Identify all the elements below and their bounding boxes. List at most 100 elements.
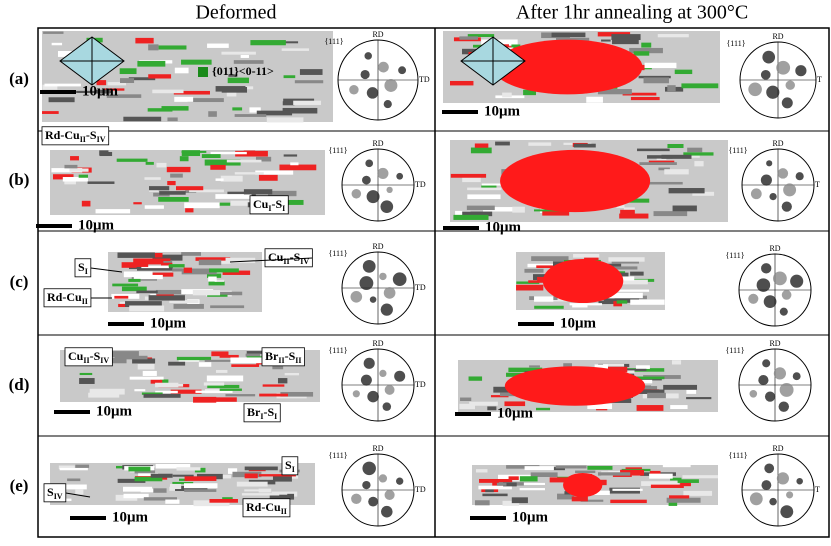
scale-label: 10μm [512, 509, 549, 525]
annotation-text: -S [90, 349, 101, 363]
grain [82, 201, 91, 207]
grain [96, 209, 131, 213]
grain [99, 150, 108, 155]
grain [647, 393, 666, 398]
grain [482, 494, 507, 497]
grain [556, 466, 587, 469]
scale-bar [455, 412, 491, 416]
pole-rd: RD [372, 139, 383, 148]
grain [184, 489, 216, 492]
pole-cluster [396, 478, 403, 485]
grain [209, 268, 239, 272]
grain [525, 466, 554, 470]
grain [601, 40, 611, 42]
pole-cluster [394, 371, 405, 382]
pole-plane: {111} [725, 251, 744, 260]
grain [231, 201, 251, 206]
grain [520, 488, 545, 490]
annotation-subscript: I [85, 267, 88, 276]
grain [534, 296, 553, 301]
grain [155, 383, 178, 388]
grain [148, 108, 173, 111]
pole-cluster [796, 172, 804, 180]
grain [149, 295, 185, 300]
pole-plane: {111} [328, 146, 347, 155]
grain [146, 162, 154, 165]
scale-label: 10μm [96, 403, 133, 419]
grain [534, 306, 564, 309]
scale-bar [108, 322, 144, 326]
pole-rd: RD [372, 242, 383, 251]
grain [667, 144, 683, 148]
grain [199, 362, 211, 367]
recrystallized-grain [500, 150, 650, 212]
grain [263, 384, 285, 386]
grain [152, 90, 183, 94]
pole-cluster [762, 359, 770, 367]
pole-cluster [780, 505, 793, 518]
grain [529, 365, 540, 367]
grain [520, 476, 538, 481]
grain [204, 382, 224, 385]
column-header: Deformed [195, 2, 276, 24]
scale-bar [470, 516, 506, 520]
grain [290, 162, 298, 165]
grain [168, 362, 185, 366]
pole-cluster [761, 263, 771, 273]
grain [522, 483, 545, 485]
scale-label: 10μm [78, 217, 115, 233]
pole-cluster [762, 51, 775, 64]
grain [159, 45, 187, 49]
pole-plane: {111} [328, 249, 347, 258]
grain [207, 376, 243, 382]
grain [134, 275, 163, 279]
grain [75, 489, 83, 494]
grain [156, 290, 186, 294]
grain [639, 162, 676, 165]
grain [174, 97, 193, 102]
grain [145, 205, 164, 208]
grain [467, 194, 500, 199]
grain [678, 479, 699, 483]
grain [293, 101, 321, 105]
pole-cluster [776, 61, 790, 75]
pole-cluster [766, 160, 772, 166]
grain [134, 389, 145, 391]
grain [282, 48, 309, 51]
grain [182, 151, 207, 153]
pole-td: TD [415, 283, 426, 292]
grain [49, 97, 75, 102]
grain [122, 287, 147, 292]
pole-plane: {111} [726, 39, 745, 48]
grain [169, 264, 185, 267]
annotation-text: Cu [68, 349, 84, 363]
grain [495, 142, 510, 146]
pole-cluster [370, 296, 377, 303]
grain [208, 277, 216, 282]
grain [250, 40, 285, 45]
annotation-text: Rd-Cu [246, 500, 281, 514]
pole-cluster [786, 80, 795, 89]
grain [460, 398, 471, 401]
grain [686, 397, 711, 399]
annotation-subscript: I [282, 204, 285, 213]
grain [90, 389, 125, 395]
grain [228, 78, 249, 83]
annotation-subscript: I [274, 412, 277, 421]
pole-cluster [362, 481, 370, 489]
pole-cluster [384, 287, 396, 299]
grain [205, 360, 235, 362]
column-header: After 1hr annealing at 300°C [516, 2, 748, 24]
grain [174, 304, 204, 309]
annotation-text: Cu [253, 197, 269, 211]
scale-label: 10μm [150, 315, 187, 331]
grain [244, 189, 272, 194]
grain [279, 493, 288, 495]
grain [641, 43, 651, 48]
pole-cluster [351, 291, 363, 303]
recrystallized-grain [543, 259, 623, 303]
pole-cluster [377, 168, 388, 179]
grain [450, 81, 473, 85]
scale-bar [442, 110, 478, 114]
grain [138, 364, 155, 369]
